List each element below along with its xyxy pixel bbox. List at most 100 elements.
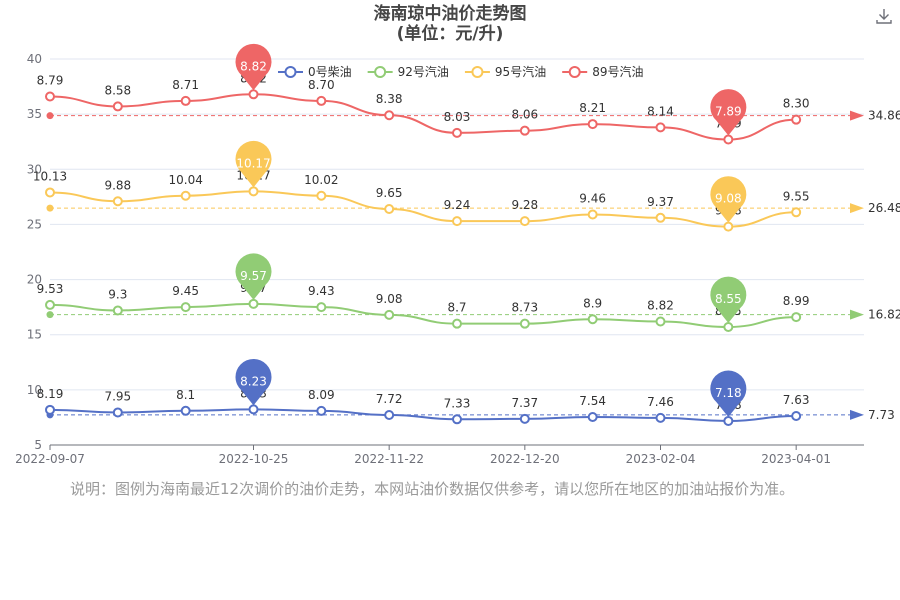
data-point <box>791 312 802 323</box>
series-line <box>49 408 797 422</box>
data-point <box>384 203 395 214</box>
chart-subtitle: (单位：元/升) <box>396 24 504 44</box>
min-pin-label: 7.89 <box>715 105 742 119</box>
data-label: 7.46 <box>647 395 674 409</box>
data-point <box>248 186 259 197</box>
data-point <box>112 101 123 112</box>
data-point <box>655 412 666 423</box>
data-label: 9.55 <box>783 189 810 203</box>
data-point <box>112 196 123 207</box>
data-label: 8.09 <box>308 388 335 402</box>
download-icon[interactable] <box>874 6 894 26</box>
data-point <box>655 212 666 223</box>
max-pin-label: 8.23 <box>240 374 267 388</box>
x-tick-label: 2023-02-04 <box>626 452 696 466</box>
data-label: 7.95 <box>104 389 131 403</box>
data-point <box>519 125 530 136</box>
y-tick-label: 5 <box>34 438 42 452</box>
data-label: 9.43 <box>308 284 335 298</box>
data-point <box>248 404 259 415</box>
data-label: 8.38 <box>376 92 403 106</box>
average-arrow <box>850 110 864 121</box>
data-label: 9.08 <box>376 292 403 306</box>
x-tick-label: 2022-09-07 <box>15 452 85 466</box>
min-pin-label: 8.55 <box>715 292 742 306</box>
data-label: 8.70 <box>308 78 335 92</box>
data-label: 9.65 <box>376 186 403 200</box>
data-point <box>452 414 462 425</box>
legend-item-0: 0号柴油 <box>278 65 352 79</box>
average-arrow <box>850 409 864 420</box>
data-point <box>384 410 395 421</box>
legend-marker <box>568 66 581 78</box>
max-pin <box>235 358 272 406</box>
max-pin-label: 10.17 <box>236 156 270 170</box>
chart-title: 海南琼中油价走势图 <box>373 4 527 24</box>
data-point <box>316 302 327 313</box>
average-label: 26.48 <box>868 201 900 215</box>
legend-label: 89号汽油 <box>592 64 643 79</box>
min-pin-label: 7.18 <box>715 386 742 400</box>
data-label: 7.72 <box>376 392 403 406</box>
data-label: 9.53 <box>37 282 64 296</box>
chart-note: 说明：图例为海南最近12次调价的油价走势，本网站油价数据仅供参考，请以您所在地区… <box>70 480 795 498</box>
data-label: 8.30 <box>783 97 810 111</box>
data-point <box>655 122 666 133</box>
max-pin <box>235 253 272 300</box>
x-tick-label: 2022-10-25 <box>219 452 289 466</box>
data-label: 8.1 <box>176 388 195 402</box>
data-point <box>316 95 327 106</box>
legend-label: 0号柴油 <box>308 65 352 79</box>
data-label: 8.99 <box>783 294 810 308</box>
data-point <box>452 318 462 329</box>
data-point <box>112 407 123 418</box>
data-label: 8.71 <box>172 78 199 92</box>
legend-marker <box>374 66 387 78</box>
data-point <box>45 91 55 102</box>
data-label: 7.63 <box>783 393 810 407</box>
x-tick-label: 2022-12-20 <box>490 452 560 466</box>
data-label: 8.21 <box>579 101 606 115</box>
max-pin <box>235 140 272 188</box>
data-point <box>723 134 734 145</box>
data-label: 9.28 <box>511 198 538 212</box>
data-point <box>248 298 259 309</box>
x-tick-label: 2022-11-22 <box>354 452 424 466</box>
series-3: 34.86 8.79 8.58 8.71 8.82 8.70 8.38 8.03 8.06 8.2… <box>37 43 900 145</box>
data-label: 8.14 <box>647 104 674 118</box>
data-point <box>384 110 395 121</box>
data-point <box>45 299 55 310</box>
data-point <box>248 89 259 100</box>
data-point <box>519 413 530 424</box>
data-label: 8.58 <box>104 83 131 97</box>
data-point <box>180 302 191 313</box>
data-point <box>180 190 191 201</box>
average-arrow <box>850 203 864 214</box>
series-1: 16.82 9.53 9.3 9.45 9.57 9.43 9.08 8.7 8.73 8.9 8.… <box>37 253 900 332</box>
download-icon-graphic <box>876 9 892 24</box>
series-line <box>49 93 797 141</box>
average-arrow <box>850 309 864 320</box>
data-point <box>723 221 734 232</box>
max-pin-label: 8.82 <box>240 59 267 73</box>
min-pin <box>710 276 747 323</box>
min-pin-label: 9.08 <box>715 192 742 206</box>
data-point <box>587 209 598 220</box>
legend-label: 92号汽油 <box>398 64 449 79</box>
data-point <box>45 187 55 198</box>
legend-marker <box>284 66 297 78</box>
data-point <box>791 207 802 218</box>
data-label: 7.54 <box>579 394 606 408</box>
data-point <box>519 318 530 329</box>
data-label: 9.46 <box>579 192 606 206</box>
data-label: 8.73 <box>511 301 538 315</box>
data-point <box>791 114 802 125</box>
legend-marker <box>471 66 484 78</box>
data-point <box>587 314 598 325</box>
y-tick-label: 35 <box>27 107 42 121</box>
data-point <box>587 119 598 130</box>
data-label: 9.45 <box>172 284 199 298</box>
series-line <box>49 302 797 328</box>
data-point <box>384 309 395 320</box>
data-label: 8.79 <box>37 73 64 87</box>
